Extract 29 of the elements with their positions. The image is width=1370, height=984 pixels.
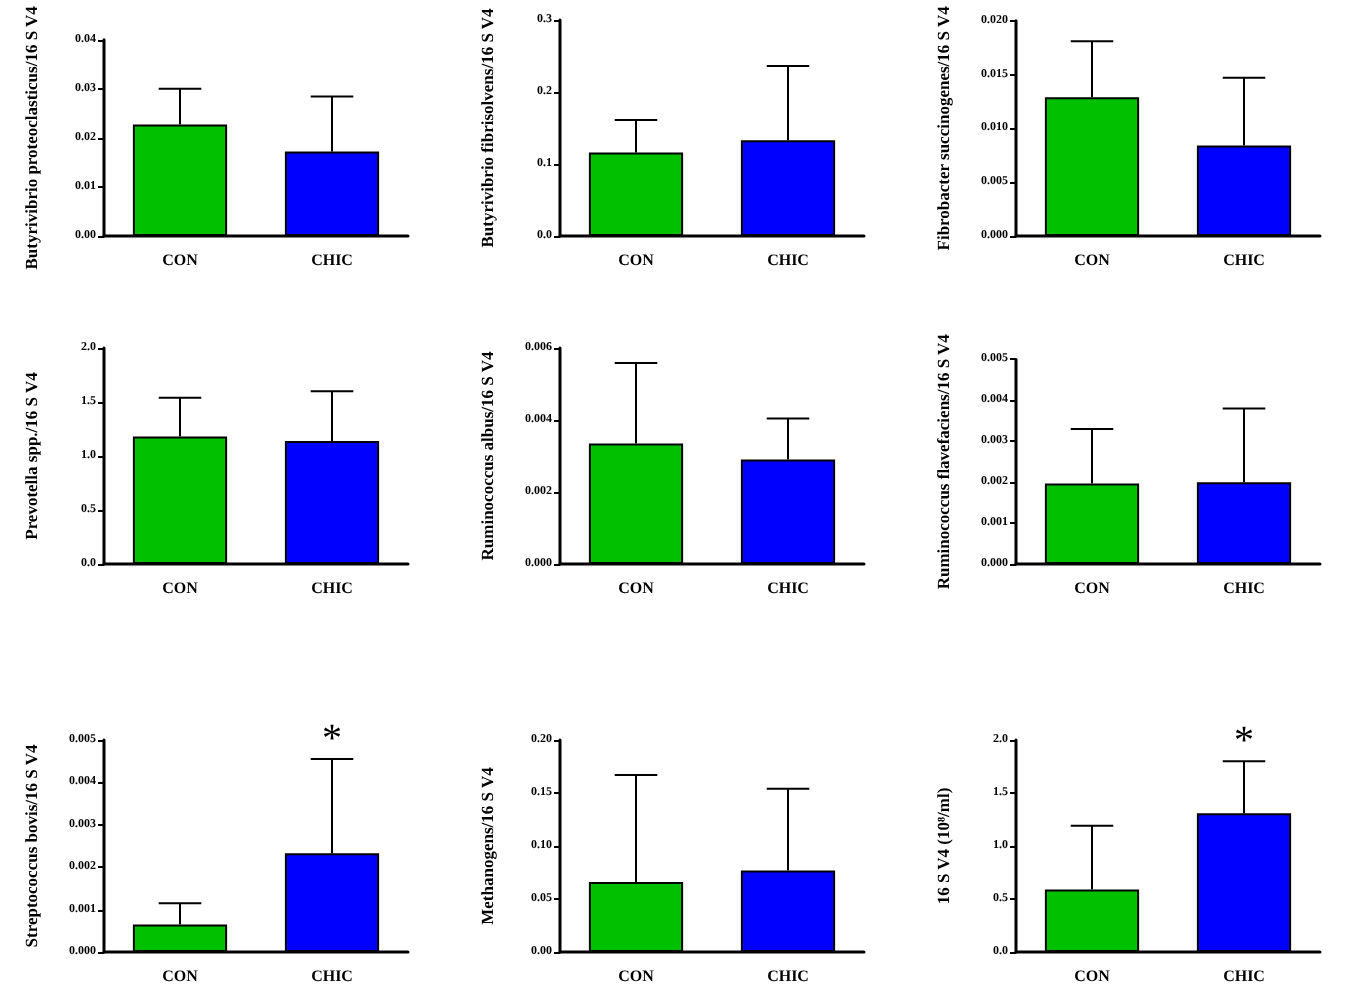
y-axis-title: Methanogens/16 S V4: [477, 765, 497, 925]
x-tick-label: CON: [1074, 967, 1111, 984]
y-axis-title: Ruminococcus albus/16 S V4: [477, 350, 497, 561]
y-axis-title: Streptococcus bovis/16 S V4: [21, 743, 41, 948]
x-tick-label: CHIC: [767, 579, 810, 597]
x-tick-label: CHIC: [1223, 579, 1266, 597]
y-axis-title: Prevotella spp./16 S V4: [21, 370, 41, 540]
y-axis-title: Butyrivibrio fibrisolvens/16 S V4: [477, 6, 497, 248]
x-tick-label: CON: [618, 967, 655, 984]
y-axis-title: 16 S V4 (10⁸/ml): [933, 787, 953, 905]
annotation: *: [322, 717, 342, 762]
x-tick-label: CHIC: [767, 251, 810, 269]
x-tick-label: CON: [618, 251, 655, 269]
x-tick-label: CHIC: [311, 579, 354, 597]
x-tick-label: CHIC: [767, 967, 810, 984]
y-axis-title: Butyrivibrio proteoclasticus/16 S V4: [21, 4, 41, 270]
x-tick-label: CHIC: [1223, 967, 1266, 984]
x-tick-label: CHIC: [1223, 251, 1266, 269]
y-axis-title: Ruminococcus flavefaciens/16 S V4: [933, 332, 953, 590]
x-tick-label: CON: [1074, 579, 1111, 597]
x-tick-label: CON: [162, 579, 199, 597]
x-tick-label: CHIC: [311, 251, 354, 269]
annotation: *: [1234, 719, 1254, 764]
y-axis-title: Fibrobacter succinogenes/16 S V4: [933, 4, 953, 251]
x-tick-label: CON: [162, 967, 199, 984]
x-tick-label: CHIC: [311, 967, 354, 984]
x-tick-label: CON: [618, 579, 655, 597]
x-tick-label: CON: [1074, 251, 1111, 269]
x-tick-label: CON: [162, 251, 199, 269]
